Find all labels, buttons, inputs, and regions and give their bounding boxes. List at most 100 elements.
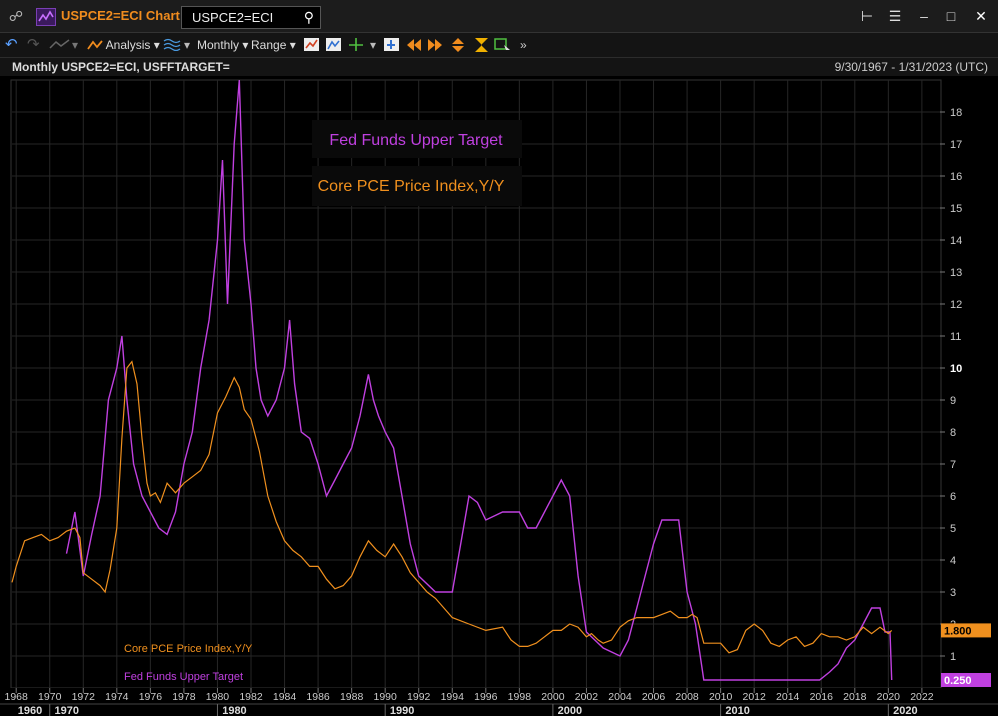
chart-date-range: 9/30/1967 - 1/31/2023 (UTC) [834, 60, 988, 74]
menu-icon[interactable]: ☰ [888, 8, 902, 24]
series-line-core-pce [11, 360, 893, 654]
y-tick-label: 3 [950, 587, 956, 599]
crosshair-dropdown-icon[interactable]: ▾ [370, 38, 377, 52]
y-tick-label: 7 [950, 459, 956, 471]
title-bar: ☍ USPCE2=ECI Chart USPCE2=ECI ⚲ ⊢ ☰ – □ … [0, 0, 998, 33]
y-tick-label: 16 [950, 171, 962, 183]
x-tick-label: 1968 [5, 691, 29, 703]
x-tick-label: 2004 [608, 691, 632, 703]
chart-type-icon[interactable] [303, 37, 320, 53]
x-tick-label: 1998 [508, 691, 532, 703]
chart-app-icon [36, 8, 56, 26]
chart-header-title: Monthly USPCE2=ECI, USFFTARGET= [12, 60, 230, 74]
decade-label: 2020 [893, 705, 917, 716]
analysis-label: Analysis [105, 38, 151, 52]
decade-label: 1960 [18, 705, 42, 716]
window-title: USPCE2=ECI Chart [61, 8, 180, 23]
x-axis: 1968 1970 1972 1974 1976 1978 1980 1982 1984 1986… [0, 688, 998, 716]
maximize-icon[interactable]: □ [946, 8, 956, 24]
y-tick-label: 1 [950, 651, 956, 663]
last-value-label: 1.800 [944, 625, 972, 637]
y-tick-label: 17 [950, 139, 962, 151]
analysis-menu[interactable]: Analysis ▾ [87, 37, 160, 53]
range-label: Range [251, 38, 287, 52]
y-tick-label: 14 [950, 235, 962, 247]
legend: Fed Funds Upper Target Core PCE Price In… [312, 120, 522, 206]
redo-icon[interactable]: ↷ [27, 36, 40, 53]
x-tick-label: 1984 [273, 691, 297, 703]
interval-label: Monthly [197, 38, 240, 52]
x-tick-label: 1986 [306, 691, 330, 703]
range-menu[interactable]: Range ▾ [251, 38, 296, 52]
last-value-tag [941, 673, 991, 687]
x-tick-label: 1980 [206, 691, 230, 703]
x-tick-label: 2020 [877, 691, 901, 703]
tooltip-fed-name: Fed Funds Upper Target [124, 671, 243, 683]
link-icon[interactable]: ☍ [8, 8, 24, 24]
x-tick-label: 1974 [105, 691, 129, 703]
search-box[interactable]: USPCE2=ECI ⚲ [181, 6, 321, 29]
y-tick-label: 18 [950, 107, 962, 119]
zoom-in-icon[interactable] [383, 37, 400, 53]
line-style-icon[interactable] [49, 37, 71, 53]
y-tick-label: 8 [950, 427, 956, 439]
tooltip-line-pce: Core PCE Price Index,Y/Y [124, 643, 253, 655]
x-tick-label: 2014 [776, 691, 800, 703]
decade-label: 1980 [222, 705, 246, 716]
more-tools-icon[interactable]: » [520, 38, 527, 52]
hourglass-icon[interactable] [473, 37, 490, 53]
x-tick-label: 1978 [172, 691, 196, 703]
x-tick-label: 1982 [239, 691, 263, 703]
close-icon[interactable]: ✕ [975, 8, 987, 24]
search-input[interactable]: USPCE2=ECI [192, 10, 274, 25]
tooltip-line-fed: Fed Funds Upper Target [124, 671, 243, 683]
select-tool-icon[interactable] [494, 37, 511, 53]
x-tick-label: 2016 [810, 691, 834, 703]
crosshair-icon[interactable] [348, 37, 365, 53]
studies-dropdown-icon[interactable]: ▾ [184, 38, 191, 52]
data-tooltip: Core PCE Price Index,Y/Y Fed Funds Upper… [124, 643, 253, 683]
x-tick-label: 1992 [407, 691, 431, 703]
last-value-tags: 1.800 0.250 [941, 623, 991, 687]
x-tick-label: 2018 [843, 691, 867, 703]
decade-label: 2000 [558, 705, 582, 716]
x-tick-label: 2022 [910, 691, 934, 703]
x-tick-label: 1990 [373, 691, 397, 703]
info-bar: Monthly USPCE2=ECI, USFFTARGET= 9/30/196… [0, 58, 998, 76]
search-icon[interactable]: ⚲ [303, 9, 314, 25]
fit-vertical-icon[interactable] [450, 37, 467, 53]
x-tick-label: 1994 [441, 691, 465, 703]
grid [12, 80, 940, 688]
y-axis: 123456789101112131415161718 [940, 107, 962, 663]
interval-menu[interactable]: Monthly ▾ [197, 38, 249, 52]
y-tick-label: 10 [950, 363, 962, 375]
decade-label: 1970 [54, 705, 78, 716]
x-tick-label: 2012 [742, 691, 766, 703]
x-tick-label: 1976 [139, 691, 163, 703]
chart-area[interactable]: 123456789101112131415161718 196819701972… [0, 76, 998, 716]
y-tick-label: 12 [950, 299, 962, 311]
compare-icon[interactable] [325, 37, 342, 53]
x-tick-label: 2006 [642, 691, 666, 703]
x-tick-label: 1988 [340, 691, 364, 703]
last-value-tag [941, 623, 991, 638]
x-tick-label: 2000 [541, 691, 565, 703]
last-value-label: 0.250 [944, 675, 972, 687]
minimize-icon[interactable]: – [920, 8, 928, 24]
undo-icon[interactable]: ↶ [5, 36, 18, 53]
x-axis-band [0, 688, 998, 716]
scroll-left-icon[interactable] [405, 37, 422, 53]
x-tick-label: 2010 [709, 691, 733, 703]
studies-icon[interactable] [163, 37, 181, 53]
scroll-right-icon[interactable] [427, 37, 444, 53]
line-style-dropdown-icon[interactable]: ▾ [72, 38, 79, 52]
layout-tree-icon[interactable]: ⊢ [860, 8, 874, 24]
x-tick-label: 1972 [72, 691, 96, 703]
y-tick-label: 9 [950, 395, 956, 407]
y-tick-label: 15 [950, 203, 962, 215]
x-tick-label: 2008 [675, 691, 699, 703]
decade-label: 1990 [390, 705, 414, 716]
legend-entry-fed-funds: Fed Funds Upper Target [329, 132, 503, 149]
y-tick-label: 11 [950, 331, 961, 343]
y-tick-label: 13 [950, 267, 962, 279]
